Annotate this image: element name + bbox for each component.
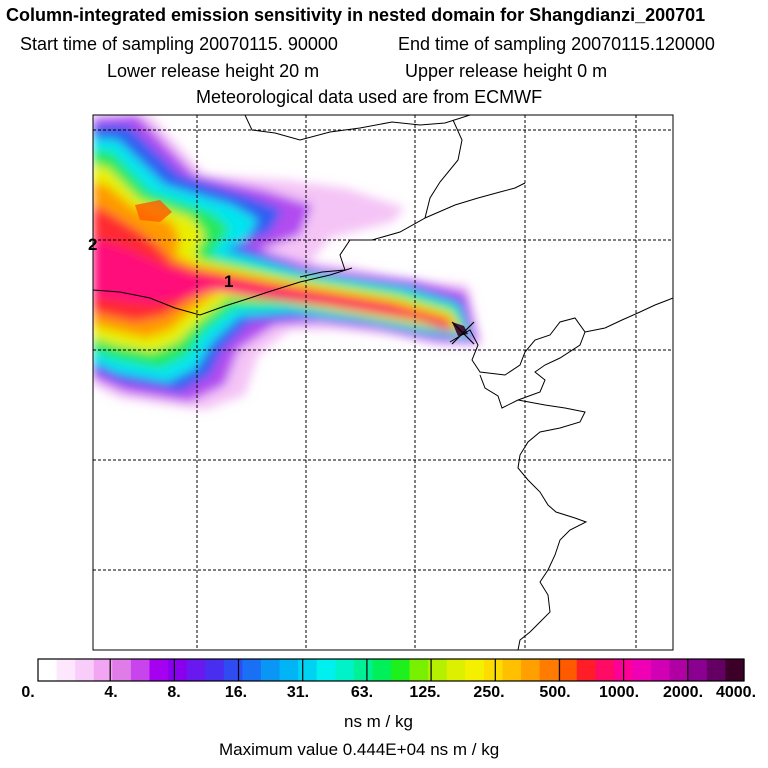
colorbar-swatch [688, 659, 708, 681]
boundary-east [424, 182, 526, 219]
lower-release-label: Lower release height 20 m [107, 61, 320, 81]
colorbar-swatch [539, 659, 559, 681]
coast-bohai [449, 317, 586, 409]
colorbar-tick: 1000. [598, 684, 640, 701]
colorbar-swatch [372, 659, 392, 681]
colorbar-swatch [75, 659, 95, 681]
colorbar-swatch [502, 659, 522, 681]
colorbar-swatch [669, 659, 689, 681]
colorbar-units: ns m / kg [344, 712, 413, 731]
colorbar-swatch [168, 659, 188, 681]
colorbar-tick: 4000. [715, 684, 757, 701]
upper-release-label: Upper release height 0 m [405, 61, 608, 81]
colorbar-tick: 0. [21, 684, 35, 701]
colorbar-swatch [428, 659, 448, 681]
end-time-label: End time of sampling 20070115.120000 [398, 34, 715, 54]
colorbar-swatch [56, 659, 76, 681]
colorbar-swatch [391, 659, 411, 681]
colorbar-swatch [93, 659, 113, 681]
colorbar-swatch [409, 659, 429, 681]
start-time-label: Start time of sampling 20070115. 90000 [20, 34, 338, 54]
colorbar-swatch [706, 659, 727, 681]
colorbar-swatch [558, 659, 578, 681]
colorbar-swatch [186, 659, 206, 681]
colorbar-swatch [725, 659, 745, 681]
colorbar-swatch [353, 659, 374, 681]
coast-liaodong [584, 297, 673, 333]
colorbar-tick: 125. [409, 684, 441, 701]
colorbar-swatch [205, 659, 225, 681]
colorbar-swatch [298, 659, 318, 681]
colorbar-swatch [651, 659, 671, 681]
colorbar-swatch [446, 659, 466, 681]
colorbar-tick: 31. [286, 684, 310, 701]
coastlines [93, 115, 673, 650]
plume-magenta [93, 238, 450, 332]
plume-field [93, 115, 482, 410]
colorbar-frame [37, 658, 745, 682]
colorbar-swatch [279, 659, 299, 681]
colorbar-swatch [632, 659, 652, 681]
colorbar-swatch [149, 659, 169, 681]
colorbar-swatch [242, 659, 262, 681]
maximum-value-label: Maximum value 0.444E+04 ns m / kg [219, 740, 500, 759]
colorbar-swatch [223, 659, 243, 681]
gridlines [93, 115, 673, 650]
colorbar-tick: 16. [224, 684, 248, 701]
colorbar-swatch [260, 659, 281, 681]
colorbar-swatch [483, 659, 504, 681]
colorbar-swatch [38, 659, 58, 681]
plume-red [93, 205, 454, 330]
colorbar-tick: 63. [350, 684, 374, 701]
colorbar-swatch [521, 659, 541, 681]
colorbar-tick: 250. [473, 684, 505, 701]
colorbar-swatch [316, 659, 336, 681]
colorbar [38, 659, 745, 681]
map-frame [92, 114, 674, 651]
colorbar-dividers [109, 659, 689, 681]
colorbar-swatch [465, 659, 485, 681]
contour-label-1: 1 [224, 272, 233, 291]
receptor-marker [451, 321, 475, 345]
coast-shandong [517, 399, 588, 650]
colorbar-swatch [130, 659, 151, 681]
colorbar-swatch [576, 659, 596, 681]
colorbar-tick: 500. [539, 684, 571, 701]
boundary-west [93, 267, 353, 316]
colorbar-tick: 4. [104, 684, 118, 701]
met-data-label: Meteorological data used are from ECMWF [196, 87, 543, 107]
colorbar-swatch [112, 659, 132, 681]
colorbar-tick: 8. [167, 684, 181, 701]
plume-inner-blob [135, 200, 172, 222]
chart-title: Column-integrated emission sensitivity i… [6, 5, 706, 25]
colorbar-swatch [595, 659, 615, 681]
colorbar-tick: 2000. [662, 684, 704, 701]
colorbar-swatch [335, 659, 355, 681]
